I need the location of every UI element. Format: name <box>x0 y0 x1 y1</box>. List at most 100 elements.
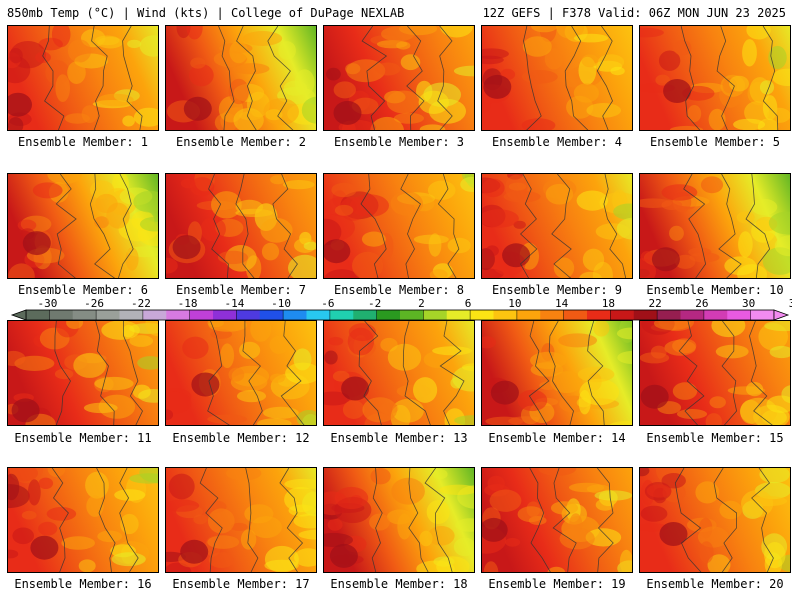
temperature-blob <box>538 468 577 476</box>
hot-core <box>22 231 51 256</box>
temperature-blob <box>553 257 575 278</box>
temperature-blob <box>699 541 714 564</box>
colorbar-swatch <box>516 310 541 320</box>
temperature-blob <box>440 26 473 38</box>
colorbar-swatch <box>750 310 775 320</box>
height-contour-line <box>245 468 259 572</box>
hot-core <box>172 235 201 260</box>
temperature-blob <box>658 50 681 71</box>
temperature-blob <box>505 537 521 547</box>
height-contour-line <box>89 174 116 278</box>
colorbar-tick-label: -18 <box>178 297 198 310</box>
temperature-blob <box>261 242 280 261</box>
temperature-blob <box>288 254 316 278</box>
height-contour-line <box>596 468 614 572</box>
temperature-blob <box>640 468 650 477</box>
temperature-blob <box>12 527 34 545</box>
temperature-blob <box>700 176 724 194</box>
ensemble-panel-9 <box>481 173 633 279</box>
temperature-blob <box>8 350 26 367</box>
height-contour-line <box>279 468 304 572</box>
colorbar-max-arrow <box>773 309 790 321</box>
height-contour-line <box>207 321 230 425</box>
run-valid-time: 12Z GEFS | F378 Valid: 06Z MON JUN 23 20… <box>482 6 786 20</box>
colorbar-swatch <box>306 310 331 320</box>
temperature-blob <box>737 264 768 278</box>
temperature-blob <box>427 180 456 200</box>
temperature-blob <box>211 191 242 219</box>
colorbar-tick-label: 26 <box>695 297 708 310</box>
temperature-blob <box>324 350 338 365</box>
temperature-blob <box>288 504 316 517</box>
temperature-blob <box>333 81 356 99</box>
temperature-blob <box>419 124 446 130</box>
temperature-blob <box>426 500 450 524</box>
height-contour-line <box>119 468 139 572</box>
temperature-field-map <box>482 174 632 278</box>
height-contour-line <box>678 321 705 425</box>
ensemble-panel-13 <box>323 320 475 426</box>
temperature-field-map <box>8 174 158 278</box>
colorbar-tick-label: -6 <box>321 297 334 310</box>
height-contour-line <box>408 468 429 572</box>
height-contour-line <box>402 321 431 425</box>
temperature-blob <box>342 400 365 419</box>
hot-core <box>30 535 59 560</box>
ensemble-member-label: Ensemble Member: 16 <box>14 577 152 591</box>
colorbar-swatch <box>236 310 261 320</box>
temperature-blob <box>133 190 158 213</box>
temperature-blob <box>595 498 615 511</box>
hot-core <box>180 539 209 564</box>
ensemble-member-label: Ensemble Member: 11 <box>14 431 152 445</box>
temperature-blob <box>38 521 58 536</box>
ensemble-panel-14 <box>481 320 633 426</box>
temperature-blob <box>453 65 474 77</box>
height-contour-line <box>564 26 589 130</box>
temperature-blob <box>139 35 158 57</box>
temperature-field-map <box>166 468 316 572</box>
temperature-blob <box>427 526 455 546</box>
temperature-blob <box>751 198 778 216</box>
temperature-blob <box>242 31 283 46</box>
temperature-blob <box>54 368 74 380</box>
temperature-blob <box>239 341 261 359</box>
temperature-blob <box>419 530 433 547</box>
temperature-blob <box>482 55 504 65</box>
height-contour-line <box>42 26 65 130</box>
temperature-blob <box>200 216 226 242</box>
temperature-blob <box>229 40 248 64</box>
temperature-blob <box>166 409 174 421</box>
temperature-blob <box>746 26 771 40</box>
temperature-blob <box>376 40 408 49</box>
height-contour-line <box>751 468 774 572</box>
height-contour-line <box>587 321 605 425</box>
temperature-blob <box>675 254 696 269</box>
temperature-blob <box>586 103 621 118</box>
temperature-field-map <box>166 321 316 425</box>
temperature-blob <box>8 549 19 559</box>
temperature-blob <box>83 402 118 414</box>
height-contour-line <box>117 174 134 278</box>
temperature-blob <box>81 105 98 123</box>
height-contour-line <box>713 468 738 572</box>
temperature-blob <box>21 510 37 520</box>
temperature-field-map <box>482 468 632 572</box>
temperature-blob <box>768 211 790 235</box>
temperature-blob <box>47 468 66 478</box>
temperature-blob <box>106 202 130 229</box>
colorbar-swatch <box>259 310 284 320</box>
temperature-blob <box>672 338 697 354</box>
colorbar-tick-label: -26 <box>84 297 104 310</box>
temperature-blob <box>485 245 499 257</box>
temperature-blob <box>610 66 625 76</box>
temperature-blob <box>328 336 344 346</box>
temperature-blob <box>617 351 632 364</box>
ensemble-member-label: Ensemble Member: 5 <box>649 135 781 149</box>
temperature-blob <box>166 257 178 274</box>
height-contour-line <box>439 321 465 425</box>
temperature-blob <box>746 382 764 397</box>
temperature-blob <box>531 26 558 33</box>
temperature-blob <box>190 57 206 69</box>
temperature-blob <box>114 489 146 501</box>
ensemble-panel-10 <box>639 173 791 279</box>
